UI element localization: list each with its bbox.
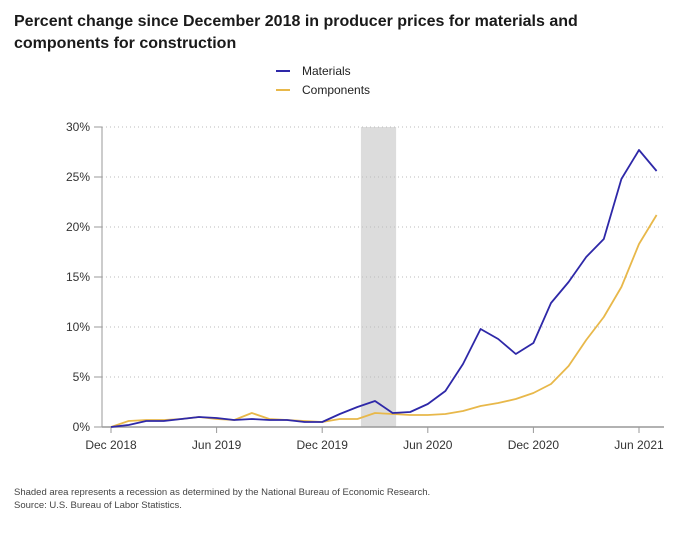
y-tick-label: 5% [73, 370, 91, 384]
legend-item-components: Components [276, 80, 370, 99]
y-tick-label: 10% [66, 320, 90, 334]
x-tick-label: Dec 2019 [297, 438, 349, 452]
y-tick-label: 15% [66, 270, 90, 284]
source-note: Source: U.S. Bureau of Labor Statistics. [14, 500, 182, 511]
y-tick-label: 0% [73, 420, 91, 434]
chart-notes: Shaded area represents a recession as de… [14, 486, 430, 512]
recession-note: Shaded area represents a recession as de… [14, 487, 431, 498]
legend-swatch-components [276, 88, 290, 91]
series-line-materials [110, 149, 658, 428]
line-chart: 0% 5% 10% 15% 20% 25% 30% Dec 2018 Jun 2019 Dec 2… [66, 120, 664, 452]
y-tick-label: 30% [66, 120, 90, 134]
x-tick-label: Dec 2020 [508, 438, 560, 452]
x-tick-label: Dec 2018 [85, 438, 137, 452]
x-tick-label: Jun 2020 [403, 438, 453, 452]
y-tick-label: 20% [66, 220, 90, 234]
legend-label-materials: Materials [302, 63, 351, 78]
legend-item-materials: Materials [276, 61, 370, 80]
legend: Materials Components [276, 61, 370, 99]
x-tick-label: Jun 2019 [192, 438, 242, 452]
chart-title: Percent change since December 2018 in pr… [14, 13, 578, 52]
y-tick-label: 25% [66, 170, 90, 184]
legend-swatch-materials [276, 69, 290, 72]
x-tick-label: Jun 2021 [614, 438, 664, 452]
legend-label-components: Components [302, 82, 371, 97]
